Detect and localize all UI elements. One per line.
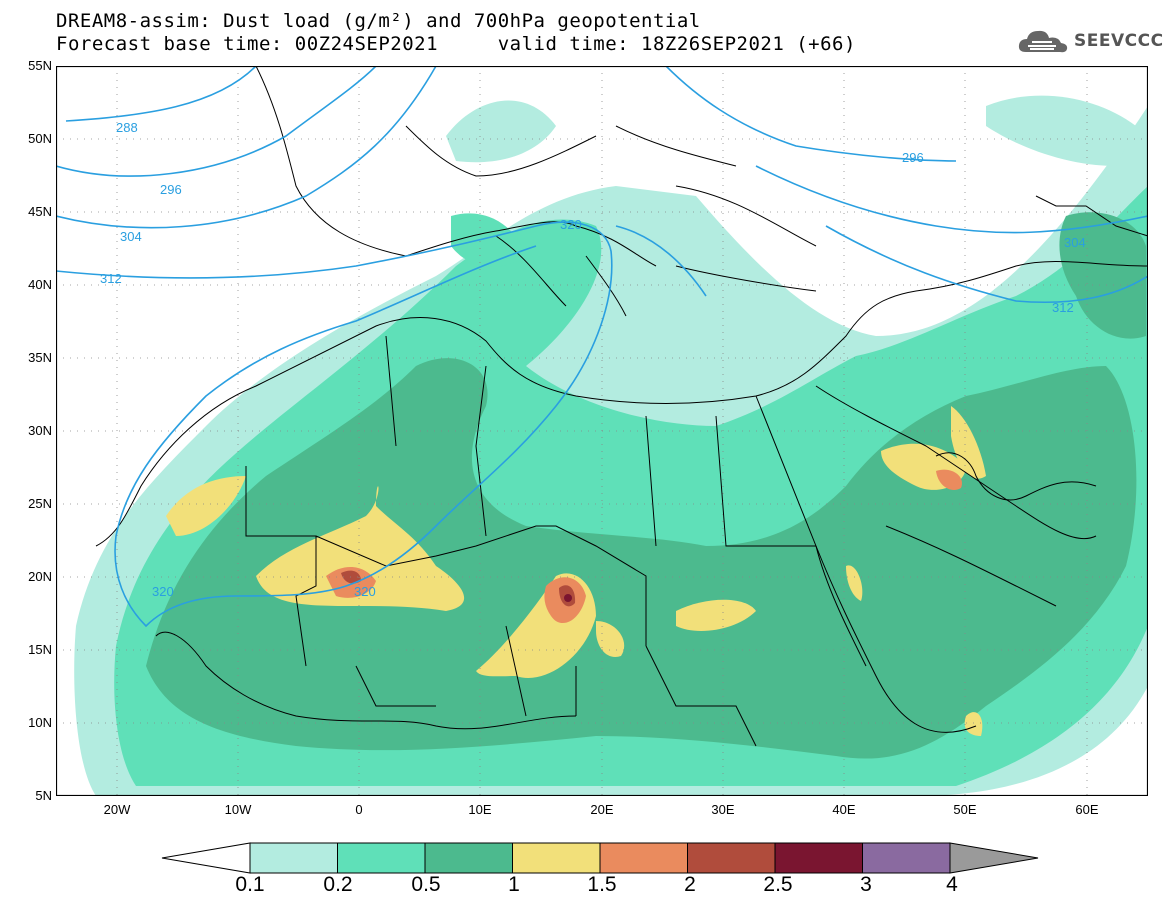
lon-label: 50E <box>953 802 977 817</box>
contour-label: 296 <box>902 150 924 165</box>
colorbar-swatch <box>424 842 513 874</box>
map-border <box>56 66 1148 796</box>
lat-label: 45N <box>28 204 52 219</box>
forecast-time-subtitle: Forecast base time: 00Z24SEP2021 valid t… <box>56 33 856 55</box>
cloud-icon <box>1018 30 1068 53</box>
lon-label: 0 <box>355 802 363 817</box>
lon-label: 30E <box>711 802 735 817</box>
dust-level-2.5 <box>564 594 572 602</box>
contour-label: 312 <box>1052 300 1074 315</box>
colorbar-tick: 4 <box>946 873 958 896</box>
colorbar-tick: 1.5 <box>587 873 617 896</box>
colorbar-swatch <box>687 842 776 874</box>
lon-label: 40E <box>832 802 856 817</box>
contour-label: 320 <box>354 584 376 599</box>
lat-label: 50N <box>28 131 52 146</box>
colorbar-swatch <box>862 842 951 874</box>
lat-label: 5N <box>35 788 52 803</box>
colorbar-swatch <box>337 842 426 874</box>
colorbar <box>161 842 1039 874</box>
geopotential-contours <box>56 66 1148 628</box>
lon-label: 60E <box>1075 802 1099 817</box>
colorbar-swatches <box>249 842 951 874</box>
lat-label: 55N <box>28 58 52 73</box>
lon-label: 20E <box>590 802 614 817</box>
contour-label: 320 <box>152 584 174 599</box>
colorbar-swatch <box>249 842 338 874</box>
colorbar-tick: 2 <box>684 873 696 896</box>
colorbar-tick: 0.1 <box>235 873 265 896</box>
chart-title: DREAM8-assim: Dust load (g/m²) and 700hP… <box>56 10 701 32</box>
colorbar-tick: 0.2 <box>323 873 353 896</box>
colorbar-tick: 3 <box>860 873 872 896</box>
lon-label: 10W <box>224 802 252 817</box>
lat-label: 30N <box>28 423 52 438</box>
lat-label: 15N <box>28 642 52 657</box>
contour-label: 288 <box>116 120 138 135</box>
contour-labels: 288 296 304 312 320 320 320 296 304 312 <box>100 120 1086 599</box>
contour-label: 304 <box>1064 235 1086 250</box>
contour-label: 312 <box>100 271 122 286</box>
lat-label: 20N <box>28 569 52 584</box>
colorbar-over-arrow <box>949 842 1039 874</box>
logo-text: SEEVCCC <box>1074 31 1164 51</box>
colorbar-tick: 0.5 <box>411 873 441 896</box>
contour-label: 320 <box>560 217 582 232</box>
colorbar-tick: 1 <box>508 873 520 896</box>
contour-label: 304 <box>120 229 142 244</box>
dust-map: 288 296 304 312 320 320 320 296 304 312 <box>56 66 1148 796</box>
lon-label: 10E <box>468 802 492 817</box>
colorbar-swatch <box>774 842 863 874</box>
colorbar-swatch <box>599 842 688 874</box>
graticule <box>56 66 1148 796</box>
contour-label: 296 <box>160 182 182 197</box>
lat-label: 40N <box>28 277 52 292</box>
colorbar-under-arrow <box>161 842 251 874</box>
lon-label: 20W <box>103 802 131 817</box>
colorbar-tick: 2.5 <box>763 873 793 896</box>
lat-label: 10N <box>28 715 52 730</box>
lat-label: 25N <box>28 496 52 511</box>
colorbar-swatch <box>512 842 601 874</box>
country-borders <box>95 66 1148 747</box>
seevccc-logo: SEEVCCC <box>1016 26 1164 56</box>
lat-label: 35N <box>28 350 52 365</box>
